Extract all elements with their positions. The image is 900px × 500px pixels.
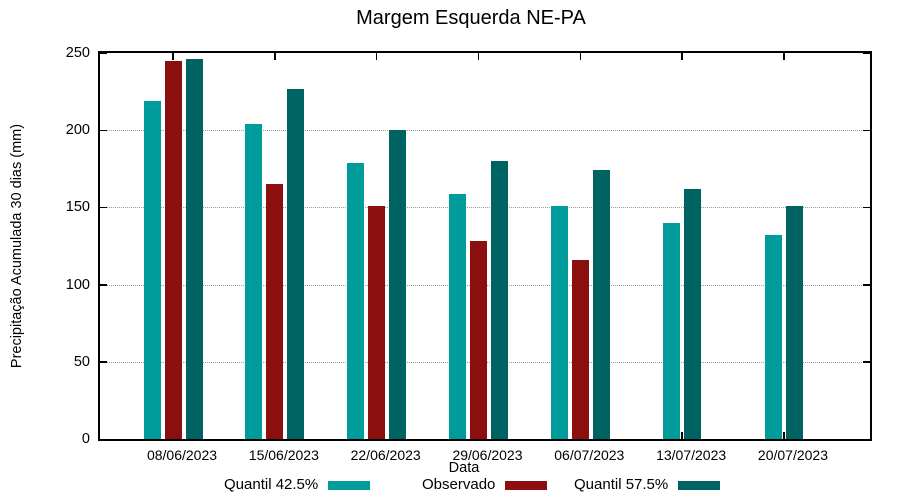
x-axis-title: Data (448, 460, 480, 476)
legend-label: Observado (422, 476, 496, 493)
bar-Quantil-42.5%-22/06/2023 (347, 162, 365, 439)
y-axis-title: Precipitação Acumulada 30 dias (mm) (9, 123, 25, 369)
x-tick-bottom-6 (783, 432, 785, 439)
legend-swatch-teal (328, 480, 371, 490)
x-tick-label-4: 06/07/2023 (554, 447, 625, 463)
bar-Quantil-42.5%-20/07/2023 (764, 235, 782, 439)
y-tick-left (100, 129, 107, 132)
bar-Quantil-57.5%-08/06/2023 (185, 59, 203, 439)
legend-entry-observado: Observado (422, 476, 548, 494)
y-tick-label-0: 0 (81, 431, 90, 447)
bar-Observado-06/07/2023 (571, 259, 589, 439)
bar-Observado-15/06/2023 (266, 184, 284, 439)
bar-Observado-22/06/2023 (368, 205, 386, 439)
x-tick-top-2 (375, 53, 378, 60)
x-tick-top-1 (274, 53, 276, 60)
y-tick-left (100, 361, 107, 363)
bar-Quantil-42.5%-15/06/2023 (245, 124, 263, 439)
gridline-150 (100, 207, 870, 209)
y-tick-right (863, 52, 870, 54)
gridline-200 (100, 130, 870, 132)
y-tick-label-100: 100 (65, 276, 90, 293)
x-tick-top-5 (681, 53, 683, 60)
legend-swatch-darkteal (678, 480, 721, 490)
legend-entry-quantil-42.5: Quantil 42.5% (224, 476, 371, 494)
bar-Quantil-57.5%-06/07/2023 (592, 170, 610, 439)
x-tick-label-0: 08/06/2023 (146, 447, 218, 463)
x-tick-top-4 (579, 53, 582, 60)
legend-entry-quantil-57.5: Quantil 57.5% (574, 476, 721, 494)
y-tick-right (863, 284, 870, 286)
y-tick-label-200: 200 (65, 122, 90, 139)
bar-Quantil-57.5%-29/06/2023 (490, 161, 508, 439)
bar-Observado-08/06/2023 (164, 60, 182, 439)
x-tick-top-6 (783, 53, 785, 60)
plot-area (98, 51, 872, 441)
x-tick-bottom-5 (681, 432, 683, 439)
y-tick-right (863, 129, 870, 132)
x-tick-top-0 (172, 53, 174, 60)
x-tick-label-6: 20/07/2023 (757, 447, 828, 463)
x-tick-label-5: 13/07/2023 (656, 447, 727, 463)
legend-swatch-darkred (505, 480, 548, 490)
bar-Observado-29/06/2023 (469, 241, 487, 439)
x-tick-label-1: 15/06/2023 (248, 447, 319, 463)
legend-label: Quantil 57.5% (574, 476, 669, 493)
y-tick-left (100, 284, 107, 286)
y-tick-left (100, 52, 107, 54)
y-tick-right (863, 206, 870, 209)
x-tick-top-3 (477, 53, 480, 60)
bar-Quantil-57.5%-15/06/2023 (287, 88, 305, 439)
x-tick-label-2: 22/06/2023 (350, 447, 421, 463)
bar-Quantil-57.5%-22/06/2023 (389, 130, 407, 439)
bar-Quantil-57.5%-20/07/2023 (785, 205, 803, 439)
bar-Quantil-42.5%-13/07/2023 (663, 222, 681, 439)
chart-title: Margem Esquerda NE-PA (356, 7, 586, 29)
bar-Quantil-57.5%-13/07/2023 (684, 188, 702, 439)
x-tick-label-3: 29/06/2023 (452, 447, 523, 463)
bar-Quantil-42.5%-08/06/2023 (143, 100, 161, 439)
bar-Quantil-42.5%-06/07/2023 (550, 205, 568, 439)
y-tick-label-50: 50 (73, 353, 90, 370)
bar-Quantil-42.5%-29/06/2023 (448, 193, 466, 439)
legend-label: Quantil 42.5% (224, 476, 319, 493)
y-tick-left (100, 206, 107, 209)
y-tick-right (863, 361, 870, 363)
y-tick-label-250: 250 (65, 45, 90, 61)
y-tick-label-150: 150 (65, 199, 90, 216)
